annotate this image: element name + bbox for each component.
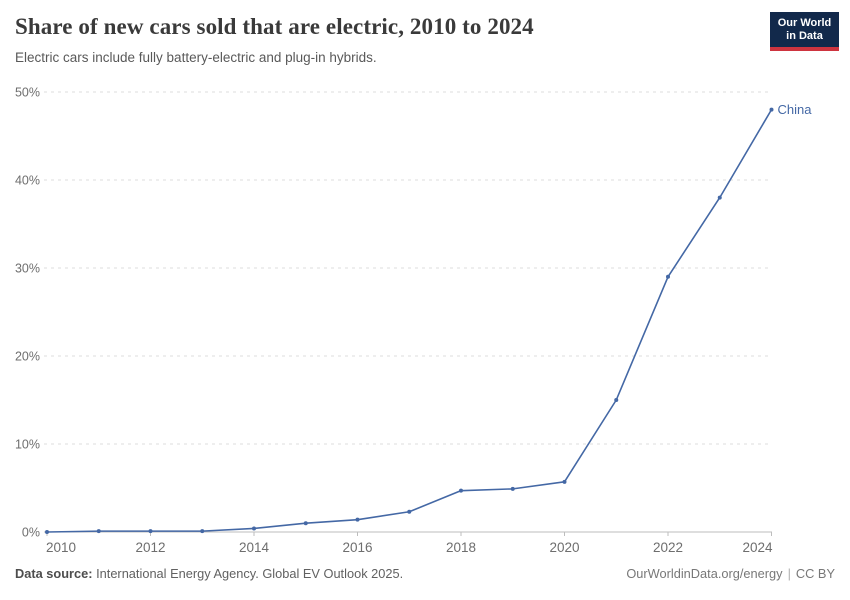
y-axis-tick-label: 30% bbox=[15, 262, 40, 276]
data-source-text: International Energy Agency. Global EV O… bbox=[92, 566, 404, 581]
chart-area[interactable]: 0% 10% 20% 30% 40% 50% 2010 2012 2014 2016 2018 202… bbox=[0, 80, 850, 560]
page-title: Share of new cars sold that are electric… bbox=[15, 14, 534, 39]
data-point[interactable] bbox=[355, 517, 360, 522]
attribution: OurWorldinData.org/energy | CC BY bbox=[626, 566, 835, 581]
x-axis-tick-label: 2020 bbox=[549, 540, 579, 555]
x-axis-tick-label: 2012 bbox=[135, 540, 165, 555]
data-point[interactable] bbox=[45, 530, 49, 534]
attribution-separator: | bbox=[787, 566, 791, 581]
license-label[interactable]: CC BY bbox=[795, 566, 835, 581]
owid-logo-line2: in Data bbox=[786, 29, 823, 42]
chart-canvas[interactable]: 0% 10% 20% 30% 40% 50% 2010 2012 2014 2016 2018 202… bbox=[0, 80, 850, 560]
data-source-note: Data source: International Energy Agency… bbox=[15, 566, 403, 581]
x-axis-tick-label: 2018 bbox=[446, 540, 476, 555]
y-axis-tick-label: 0% bbox=[22, 526, 40, 540]
x-axis-tick-label: 2016 bbox=[342, 540, 372, 555]
x-axis-tick-label: 2024 bbox=[742, 540, 773, 555]
data-point[interactable] bbox=[96, 529, 101, 534]
data-point[interactable] bbox=[200, 529, 205, 534]
data-source-label: Data source: bbox=[15, 566, 93, 581]
data-point[interactable] bbox=[562, 479, 567, 484]
data-point[interactable] bbox=[303, 521, 308, 526]
owid-link[interactable]: OurWorldinData.org/energy bbox=[626, 566, 783, 581]
series-end-label[interactable]: China bbox=[778, 102, 813, 117]
data-point[interactable] bbox=[459, 488, 463, 493]
y-axis-tick-label: 20% bbox=[15, 350, 40, 364]
data-point[interactable] bbox=[407, 509, 412, 514]
data-point[interactable] bbox=[717, 195, 722, 200]
chart-footer: Data source: International Energy Agency… bbox=[15, 566, 835, 581]
data-point[interactable] bbox=[614, 398, 619, 402]
x-axis-tick-label: 2010 bbox=[46, 540, 76, 555]
data-point[interactable] bbox=[666, 274, 670, 279]
data-point[interactable] bbox=[510, 486, 515, 491]
data-point[interactable] bbox=[252, 526, 256, 531]
data-point[interactable] bbox=[769, 107, 774, 112]
data-point[interactable] bbox=[148, 529, 153, 534]
owid-logo-line1: Our World bbox=[777, 16, 832, 29]
x-axis-tick-label: 2022 bbox=[653, 540, 683, 555]
y-axis-tick-label: 50% bbox=[15, 86, 40, 100]
owid-logo[interactable]: Our World in Data bbox=[770, 12, 839, 51]
y-axis-tick-label: 10% bbox=[15, 438, 40, 452]
series-line-china[interactable] bbox=[46, 108, 773, 533]
y-axis-tick-label: 40% bbox=[15, 174, 40, 188]
x-axis-tick-label: 2014 bbox=[239, 540, 270, 555]
chart-subtitle: Electric cars include fully battery-elec… bbox=[15, 50, 377, 65]
